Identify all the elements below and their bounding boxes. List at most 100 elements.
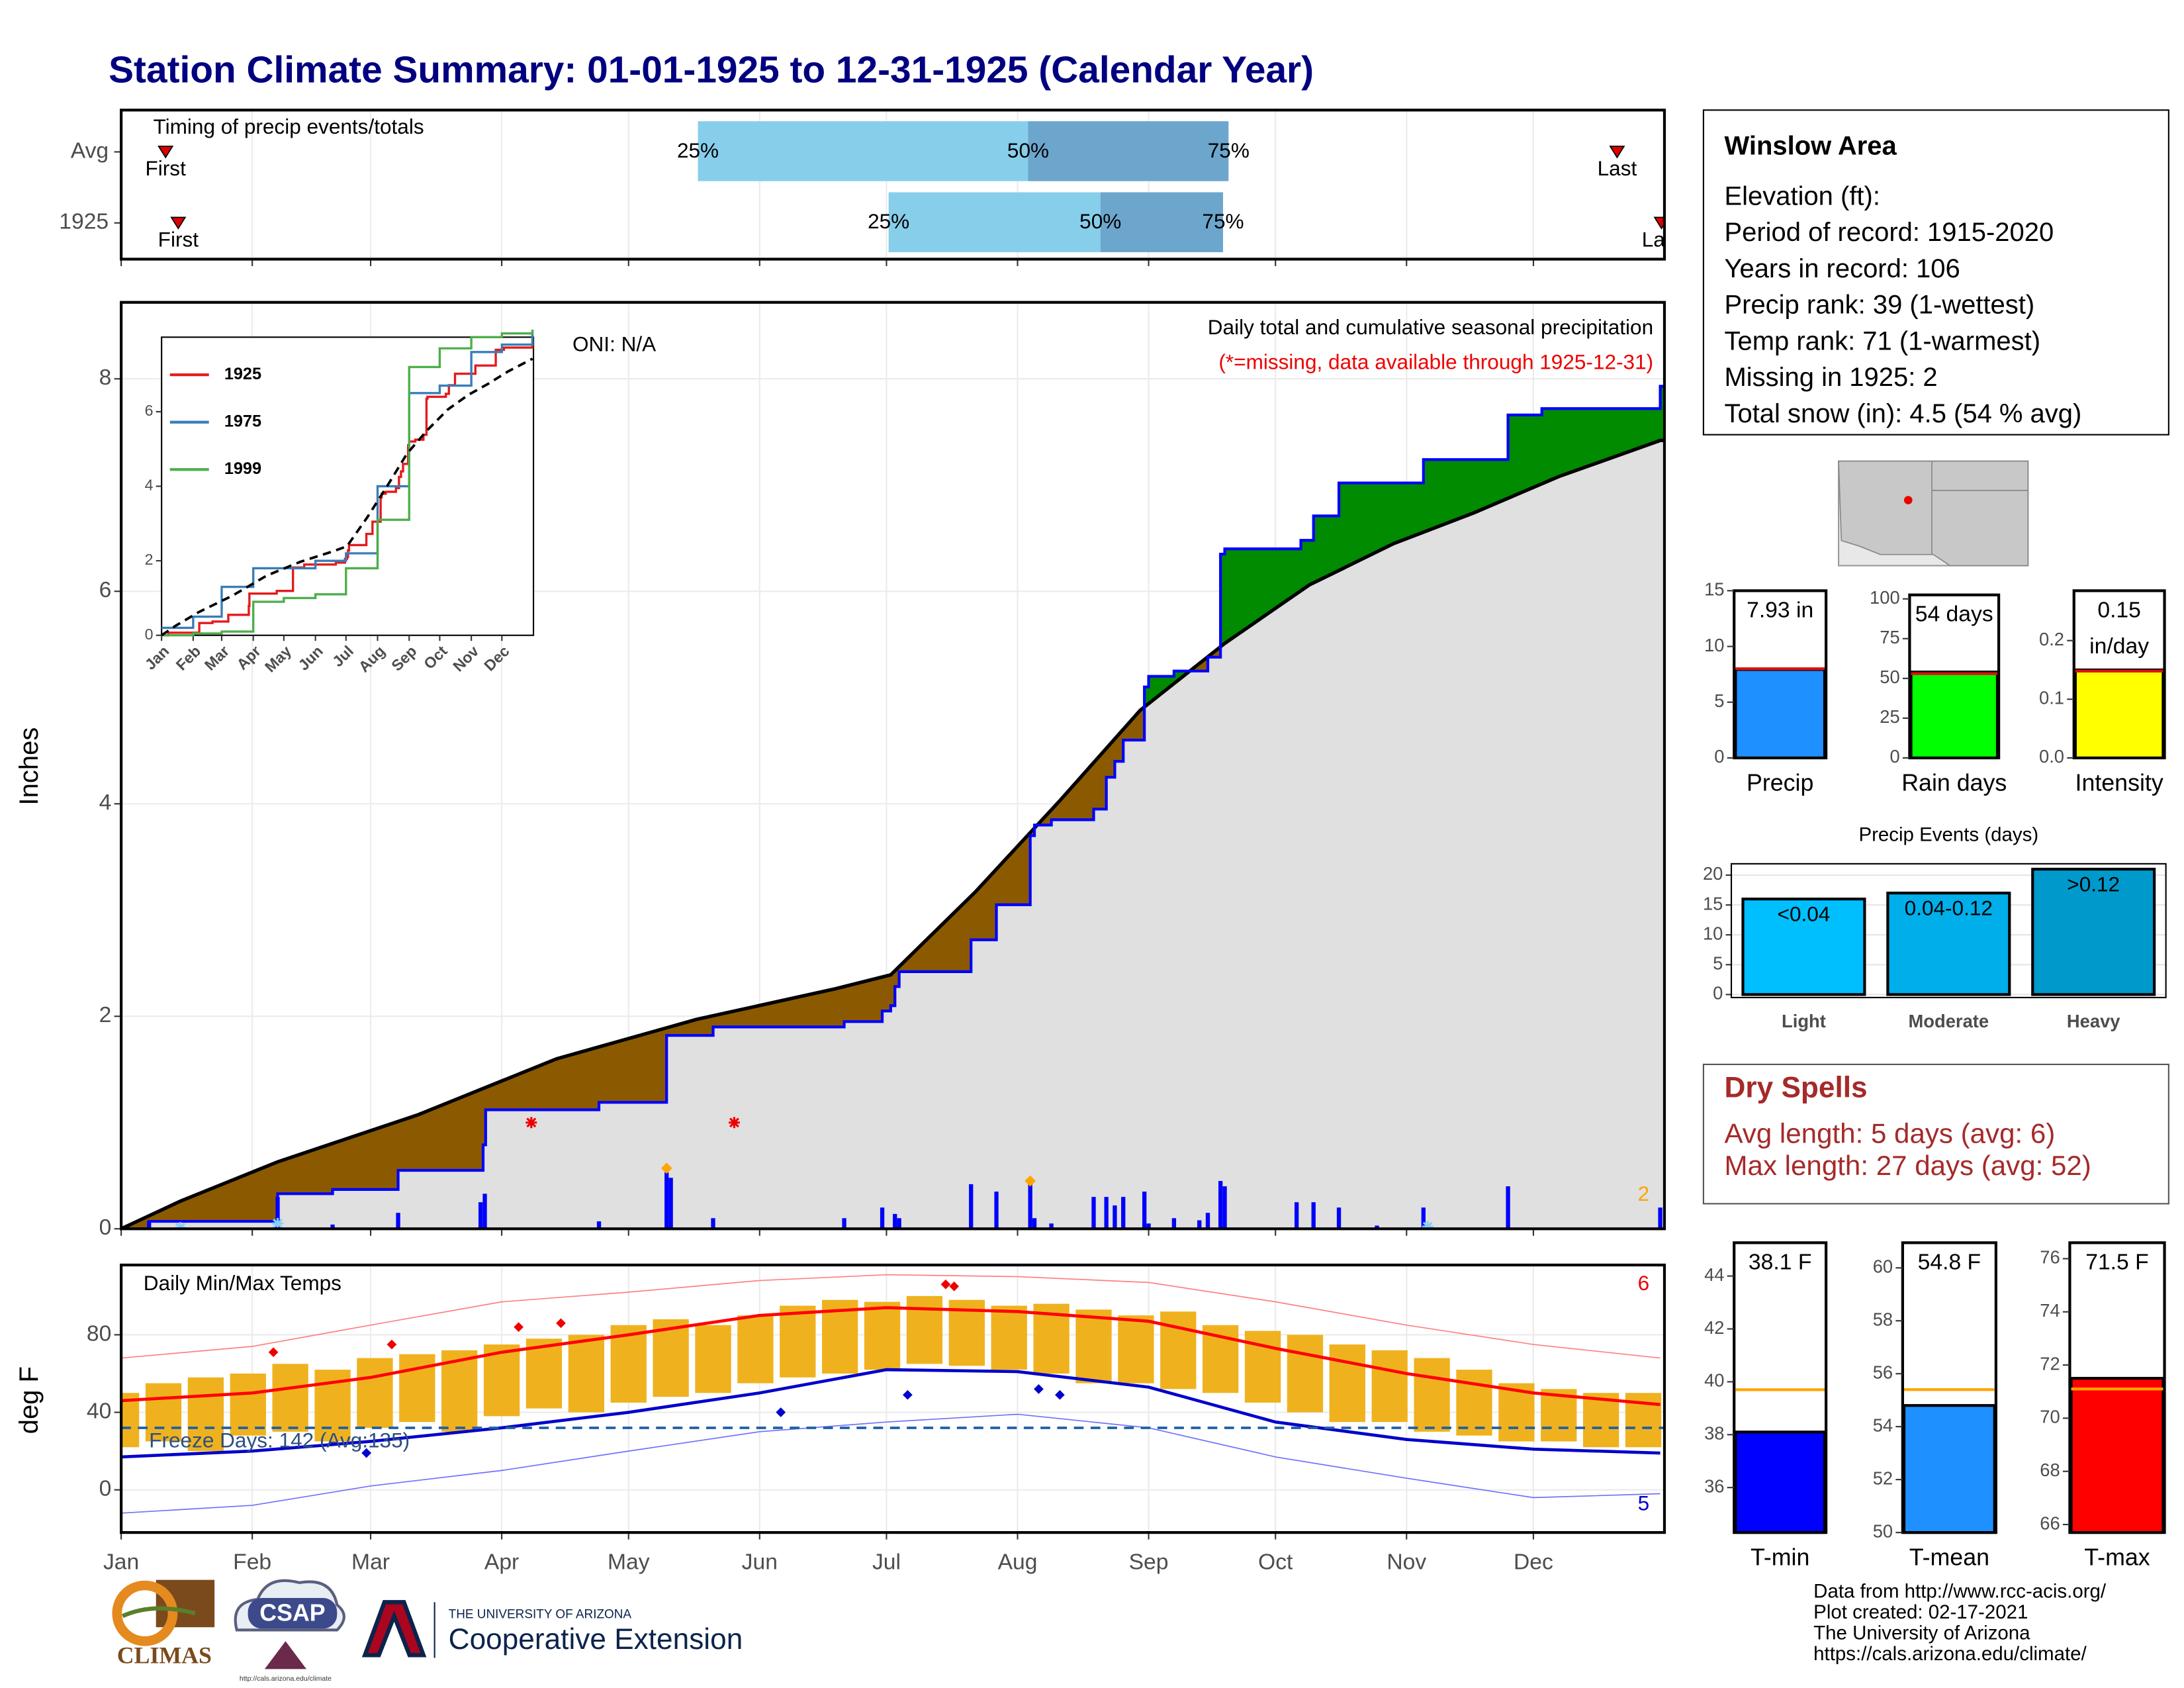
temp-range-bar: [695, 1325, 731, 1393]
y-tick-label: 0.0: [2039, 746, 2064, 767]
gauge-value-label: 54.8 F: [1917, 1250, 1981, 1275]
csap-logo: CSAP http://cals.arizona.edu/climate: [234, 1579, 345, 1683]
temp-range-bar: [483, 1344, 520, 1417]
gauge-label: T-mean: [1909, 1544, 1989, 1571]
footer-line: Plot created: 02-17-2021: [1813, 1601, 2028, 1623]
panel-border: [119, 301, 1666, 1231]
timing-label: Last: [1642, 227, 1682, 251]
panel-title: Timing of precip events/totals: [154, 115, 424, 138]
percent-label: 50%: [1079, 209, 1121, 233]
gauge-bar: [2073, 668, 2165, 760]
daily-bar: [1506, 1186, 1510, 1229]
oni-label: ONI: N/A: [572, 332, 656, 355]
freeze-label: Freeze Days: 142 (Avg:135): [149, 1428, 410, 1452]
locator-map: [1838, 460, 2029, 567]
temp-range-bar: [906, 1295, 943, 1364]
timing-label: First: [158, 227, 199, 251]
daily-bar: [1205, 1213, 1210, 1229]
y-tick-label: 0: [99, 1477, 112, 1501]
y-tick-label: 74: [2040, 1300, 2060, 1321]
y-tick-label: 44: [1704, 1264, 1724, 1285]
daily-bar: [1658, 1207, 1662, 1229]
daily-bar: [1049, 1223, 1054, 1229]
chart-title: Precip Events (days): [1858, 824, 2038, 846]
x-tick-label: Oct: [1258, 1550, 1293, 1574]
daily-bar: [1311, 1202, 1316, 1229]
logo-text: CSAP: [259, 1600, 325, 1626]
y-tick-label: 5: [1713, 953, 1723, 974]
bin-label: <0.04: [1778, 902, 1831, 926]
gauge-value-box: 38.1 F: [1749, 1251, 1811, 1275]
y-tick-label: 36: [1704, 1476, 1724, 1496]
normal-line: [121, 1274, 1661, 1359]
logo-shape: [264, 1641, 307, 1669]
daily-bar: [396, 1213, 400, 1229]
y-tick-label: 70: [2040, 1407, 2060, 1427]
daily-bar: [1146, 1223, 1151, 1229]
percent-label: 50%: [1007, 138, 1049, 162]
x-tick-label: Light: [1782, 1011, 1826, 1031]
daily-bar: [1171, 1218, 1177, 1229]
temp-range-bar: [1371, 1350, 1408, 1423]
x-tick-label: Aug: [998, 1550, 1038, 1574]
temp-range-bar: [1456, 1370, 1492, 1436]
info-line: Elevation (ft):: [1724, 181, 1880, 211]
bar: [1886, 891, 2011, 996]
daily-bar: [842, 1218, 846, 1229]
daily-bar: [1091, 1197, 1096, 1229]
panel-title: Daily total and cumulative seasonal prec…: [1208, 315, 1653, 339]
snow-marker: [1422, 1221, 1433, 1229]
y-tick-label: 76: [2040, 1247, 2060, 1268]
row-label: 1925: [59, 210, 109, 234]
gauge-value-box: 54.8 F: [1917, 1250, 1981, 1275]
daily-bar: [711, 1218, 715, 1229]
timing-bar: [888, 192, 1101, 252]
temp-range-bar: [357, 1358, 393, 1428]
temp-range-bar: [780, 1305, 816, 1378]
dry-spells-line: Max length: 27 days (avg: 52): [1724, 1150, 2091, 1181]
gauge-bar: [1734, 1430, 1827, 1534]
info-line: Precip rank: 39 (1-wettest): [1724, 291, 2034, 320]
info-line: Total snow (in): 4.5 (54 % avg): [1724, 399, 2081, 428]
daily-bar: [1142, 1192, 1147, 1229]
y-tick-label: 56: [1873, 1362, 1893, 1382]
daily-bar: [668, 1178, 673, 1229]
x-tick-label: Jun: [742, 1550, 778, 1574]
y-tick-label: 15: [1704, 579, 1724, 600]
daily-bar: [1113, 1205, 1117, 1229]
daily-bar: [893, 1213, 897, 1229]
temp-plot: Freeze Days: 142 (Avg:135): [121, 1265, 1664, 1533]
y-tick-label: 8: [99, 365, 112, 390]
temp-range-bar: [991, 1305, 1027, 1370]
x-tick-label: Sep: [1129, 1550, 1169, 1574]
logo-text: THE UNIVERSITY OF ARIZONA: [449, 1607, 632, 1621]
temp-range-bar: [864, 1301, 901, 1370]
y-tick-label: 0: [99, 1215, 112, 1240]
timing-plot: 25% 50% 75% First Last 25% 50% 75% First Last: [121, 110, 1682, 259]
x-tick-label: Jan: [103, 1550, 139, 1574]
y-tick-label: 52: [1873, 1468, 1893, 1488]
info-title: Winslow Area: [1724, 132, 1897, 161]
daily-bar: [478, 1202, 483, 1229]
y-tick-label: 5: [1714, 690, 1724, 711]
info-line: Period of record: 1915-2020: [1724, 218, 2054, 247]
panel-title: Daily Min/Max Temps: [144, 1271, 341, 1295]
legend-label: 1999: [224, 459, 261, 478]
gauge-label: Precip: [1747, 769, 1813, 796]
y-tick-label: 42: [1704, 1317, 1724, 1338]
info-line: Temp rank: 71 (1-warmest): [1724, 326, 2040, 355]
daily-bar: [1197, 1220, 1202, 1229]
y-tick-label: 58: [1873, 1309, 1893, 1329]
row-label: Avg: [71, 138, 109, 163]
gauge-value-label: 71.5 F: [2085, 1250, 2149, 1275]
percent-label: 75%: [1202, 209, 1244, 233]
map-land: [1838, 460, 2029, 567]
y-tick-label: 25: [1880, 706, 1899, 727]
gauge-value-box: 54 days: [1915, 603, 1993, 627]
daily-bar: [147, 1221, 152, 1229]
logo-shape: [121, 1606, 196, 1618]
record-marker: [1024, 1175, 1036, 1187]
y-tick-label: 66: [2040, 1513, 2060, 1533]
panel-border: [119, 1263, 1666, 1534]
temp-range-bar: [610, 1325, 647, 1403]
